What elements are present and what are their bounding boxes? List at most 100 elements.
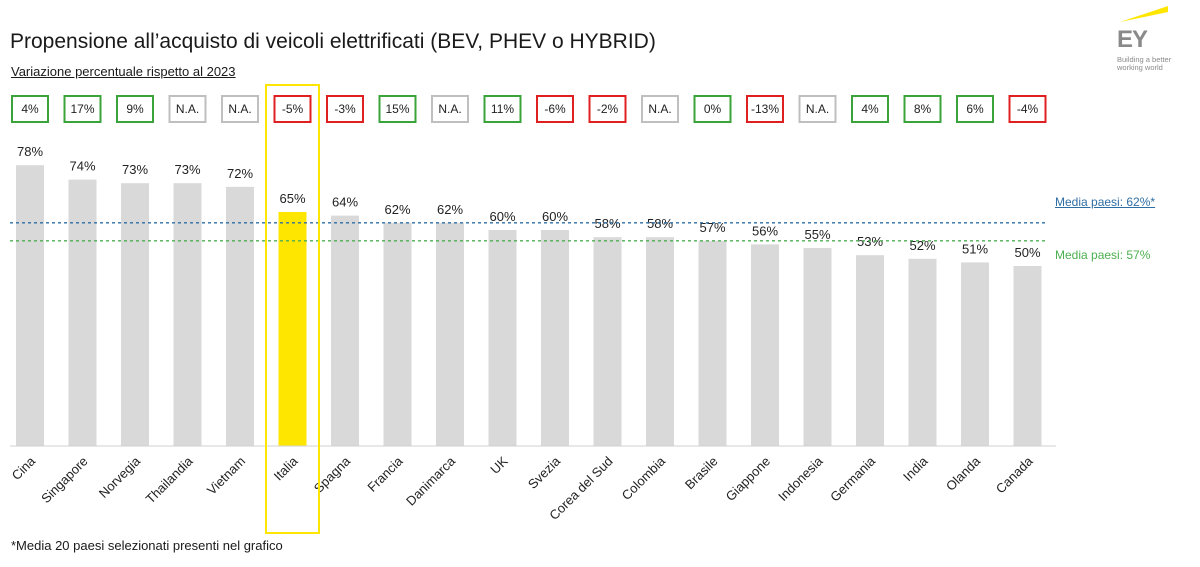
category-label: Svezia	[525, 453, 564, 492]
bar-value-label: 57%	[699, 220, 725, 235]
change-badge-label: 8%	[914, 102, 932, 116]
category-label: Norvegia	[96, 453, 144, 501]
category-label: Germania	[827, 453, 879, 505]
change-badge	[693, 95, 732, 123]
bar	[803, 248, 832, 446]
category-label: Danimarca	[403, 453, 459, 509]
category-label: Colombia	[619, 453, 669, 503]
bar-value-label: 58%	[594, 216, 620, 231]
change-badge	[746, 95, 784, 123]
change-badge	[168, 95, 207, 123]
bar-value-label: 58%	[647, 216, 673, 231]
change-badge-label: -5%	[282, 102, 304, 116]
change-badge	[273, 95, 312, 123]
bar	[16, 165, 44, 446]
bar-value-label: 73%	[122, 162, 148, 177]
bar	[173, 183, 202, 446]
change-badge	[221, 95, 259, 123]
change-badge	[116, 95, 154, 123]
change-badge-label: 11%	[491, 102, 514, 116]
bar-value-label: 73%	[174, 162, 200, 177]
bar-value-label: 78%	[17, 144, 43, 159]
bar	[121, 183, 149, 446]
average-line-label-1: Media paesi: 62%*	[1055, 195, 1156, 209]
logo-tagline: Building a better working world	[1117, 55, 1172, 72]
category-label: Canada	[993, 453, 1036, 496]
change-badge-label: N.A.	[438, 102, 461, 116]
bar	[488, 230, 517, 446]
bar	[646, 237, 674, 446]
bar-value-label: 53%	[857, 234, 883, 249]
bar	[751, 244, 779, 446]
change-badge-label: 6%	[966, 102, 984, 116]
change-badge-label: 0%	[704, 102, 722, 116]
change-badge	[798, 95, 837, 123]
logo-mark: EY	[1117, 26, 1148, 53]
category-label: Brasile	[682, 454, 721, 493]
bar-value-label: 52%	[909, 238, 935, 253]
bar	[278, 212, 307, 446]
bar-value-label: 51%	[962, 241, 988, 256]
change-badge-label: N.A.	[648, 102, 671, 116]
chart-title: Propensione all’acquisto di veicoli elet…	[10, 30, 656, 53]
ey-logo: EY Building a better working world	[1112, 4, 1174, 76]
bar-value-label: 55%	[804, 227, 830, 242]
change-badge-label: 9%	[126, 102, 144, 116]
change-badge-label: -13%	[751, 102, 779, 116]
change-badge-label: -3%	[334, 102, 356, 116]
bar	[908, 258, 937, 446]
bar	[856, 255, 884, 446]
category-label: Olanda	[943, 453, 984, 494]
bar-value-label: 60%	[542, 209, 568, 224]
chart-subtitle: Variazione percentuale rispetto al 2023	[11, 64, 236, 79]
category-label: Francia	[364, 453, 406, 495]
bar-value-label: 62%	[384, 202, 410, 217]
bar	[541, 230, 569, 446]
bar-value-label: 72%	[227, 166, 253, 181]
category-label: UK	[487, 453, 511, 477]
change-badge-label: N.A.	[806, 102, 829, 116]
bar-value-label: 50%	[1014, 245, 1040, 260]
change-badge	[431, 95, 469, 123]
change-badge	[63, 95, 102, 123]
bar	[1013, 266, 1042, 446]
bar-value-label: 56%	[752, 223, 778, 238]
highlight-frame	[265, 84, 320, 534]
change-badge-label: -4%	[1017, 102, 1039, 116]
bar	[593, 237, 622, 446]
logo-beam-icon	[1120, 6, 1168, 22]
category-label: Indonesia	[775, 453, 826, 504]
category-label: Singapore	[38, 454, 91, 507]
change-badge	[1008, 95, 1047, 123]
category-label: Cina	[9, 453, 39, 483]
change-badge	[903, 95, 942, 123]
bar-value-label: 60%	[489, 209, 515, 224]
bar	[331, 215, 359, 446]
bar-value-label: 64%	[332, 195, 358, 210]
change-badge	[11, 95, 49, 123]
change-badge-label: 17%	[70, 102, 94, 116]
change-badge	[588, 95, 627, 123]
change-badge-label: -6%	[544, 102, 566, 116]
footnote: *Media 20 paesi selezionati presenti nel…	[11, 538, 283, 553]
bar-value-label: 62%	[437, 202, 463, 217]
bar	[226, 186, 254, 447]
change-badge-label: 15%	[385, 102, 409, 116]
category-label: Thailandia	[143, 453, 197, 507]
bar	[383, 222, 412, 446]
bar	[68, 179, 97, 446]
change-badge-label: 4%	[21, 102, 39, 116]
change-badge	[641, 95, 679, 123]
change-badge-label: N.A.	[228, 102, 251, 116]
category-label: Giappone	[723, 454, 773, 504]
change-badge-label: -2%	[597, 102, 619, 116]
average-line-label-2: Media paesi: 57%	[1055, 248, 1151, 262]
change-badge	[483, 95, 522, 123]
bar-value-label: 65%	[279, 191, 305, 206]
category-label: India	[900, 453, 931, 484]
bar	[698, 240, 727, 446]
bar	[436, 222, 464, 446]
bar-value-label: 74%	[69, 159, 95, 174]
change-badge	[536, 95, 574, 123]
